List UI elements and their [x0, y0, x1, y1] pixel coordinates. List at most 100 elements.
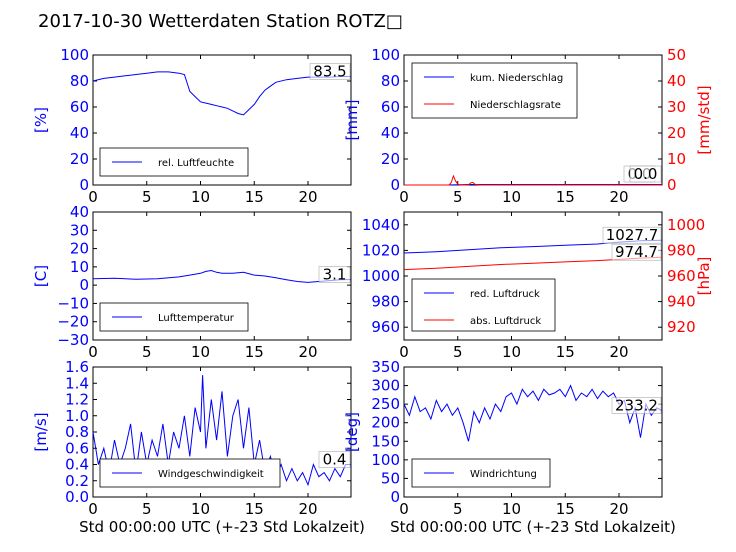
value-annotation: 233.2	[615, 396, 658, 414]
y-axis-label: [deg]	[343, 412, 361, 452]
y-tick-label: 1.6	[65, 358, 89, 376]
value-annotation-box	[611, 243, 662, 261]
series-line-lufttemperatur	[92, 269, 352, 283]
y-tick-label: 10	[70, 258, 89, 276]
x-tick-label: 20	[298, 500, 317, 518]
x-tick-label: 20	[609, 500, 628, 518]
x-tick-label: 15	[556, 188, 575, 206]
y-tick-label: 30	[70, 221, 89, 239]
value-annotation: 974.7	[615, 243, 658, 261]
chart-humidity: 0 5 10 15 20 0 20 40 60 80 100 [%] 83.5 rel. Luftfeuc…	[32, 46, 352, 206]
legend-label: kum. Niederschlag	[470, 73, 563, 84]
x-tick-label: 15	[556, 500, 575, 518]
y-axis-label: [m/s]	[32, 412, 50, 451]
y-tick-label: 980	[371, 293, 400, 311]
y-tick-label: 0.2	[65, 472, 89, 490]
x-tick-label: 15	[245, 500, 264, 518]
x-tick-label: 0	[399, 500, 409, 518]
x-tick-label: 15	[245, 188, 264, 206]
value-annotation: 3.1	[323, 265, 347, 283]
y-tick-label: 0	[390, 176, 400, 194]
y-tick-label: 1.4	[65, 374, 89, 392]
y-right-tick-label: 40	[667, 72, 686, 90]
y-tick-label: 60	[70, 98, 89, 116]
legend-box	[99, 458, 281, 488]
x-tick-label: 10	[191, 188, 210, 206]
legend-box	[411, 278, 556, 332]
y-right-tick-label: 1000	[667, 216, 705, 234]
x-tick-label: 0	[399, 343, 409, 361]
x-tick-label: 15	[556, 343, 575, 361]
x-axis-label: Std 00:00:00 UTC (+-23 Std Lokalzeit)	[390, 518, 676, 536]
y-tick-label: 350	[371, 358, 400, 376]
y-tick-label: 80	[381, 72, 400, 90]
y-tick-label: 100	[60, 46, 89, 64]
x-tick-label: 5	[142, 500, 152, 518]
x-tick-label: 20	[298, 188, 317, 206]
y-right-tick-label: 920	[667, 318, 696, 336]
value-annotation-box	[318, 451, 351, 468]
y-tick-label: −10	[57, 294, 89, 312]
x-tick-label: 0	[88, 343, 98, 361]
chart-precipitation: 0 5 10 15 20 0 20 40 60 80 100 0 10 20 30 40 50 [mm] [mm/s…	[343, 46, 713, 206]
y-right-tick-label: 30	[667, 98, 686, 116]
value-annotation-box	[318, 266, 351, 283]
series-line-niederschlagsrate	[404, 174, 662, 186]
y-tick-label: 0	[79, 176, 89, 194]
y-tick-label: 1.0	[65, 407, 89, 425]
y-tick-label: 20	[70, 150, 89, 168]
y-tick-label: 40	[381, 124, 400, 142]
legend-label: Windgeschwindigkeit	[158, 469, 264, 480]
chart-pressure: 0 5 10 15 20 960 980 1000 1020 1040 920 940 960 980 10…	[362, 211, 713, 361]
y-tick-label: −20	[57, 313, 89, 331]
y-tick-label: 1040	[362, 216, 400, 234]
x-tick-label: 5	[142, 188, 152, 206]
x-tick-label: 20	[298, 343, 317, 361]
value-annotation: 1027.7	[606, 226, 659, 244]
y-right-axis-label: [hPa]	[695, 257, 713, 296]
legend-label: abs. Luftdruck	[470, 316, 541, 327]
y-right-tick-label: 960	[667, 267, 696, 285]
figure-title: 2017-10-30 Wetterdaten Station ROTZ□	[38, 11, 403, 32]
y-tick-label: 0.4	[65, 456, 89, 474]
y-tick-label: 1020	[362, 241, 400, 259]
legend-label: rel. Luftfeuchte	[158, 158, 234, 169]
y-right-tick-label: 10	[667, 150, 686, 168]
x-tick-label: 20	[609, 188, 628, 206]
x-tick-label: 10	[502, 343, 521, 361]
y-tick-label: 50	[381, 469, 400, 487]
legend-box	[411, 62, 578, 119]
y-tick-label: 1000	[362, 267, 400, 285]
x-tick-label: 5	[142, 343, 152, 361]
y-tick-label: 0.8	[65, 423, 89, 441]
y-axis-label: [C]	[32, 265, 50, 287]
y-tick-label: 40	[70, 203, 89, 221]
legend-label: Lufttemperatur	[158, 313, 235, 324]
y-right-tick-label: 0	[667, 176, 677, 194]
x-tick-label: 20	[609, 343, 628, 361]
y-tick-label: 100	[371, 46, 400, 64]
y-tick-label: 1.2	[65, 391, 89, 409]
y-axis-label: [%]	[32, 107, 50, 133]
y-tick-label: 20	[70, 240, 89, 258]
y-tick-label: 60	[381, 98, 400, 116]
value-annotation-box	[602, 226, 662, 244]
y-axis-label: [mm]	[343, 100, 361, 141]
legend-label: Windrichtung	[470, 469, 537, 480]
x-tick-label: 0	[399, 188, 409, 206]
y-tick-label: 200	[371, 414, 400, 432]
y-tick-label: 960	[371, 318, 400, 336]
y-right-axis-label: [mm/std]	[695, 85, 713, 154]
legend-label: red. Luftdruck	[470, 289, 540, 300]
x-tick-label: 10	[502, 188, 521, 206]
x-tick-label: 10	[191, 500, 210, 518]
y-tick-label: 20	[381, 150, 400, 168]
x-tick-label: 5	[453, 343, 463, 361]
y-right-tick-label: 940	[667, 293, 696, 311]
y-tick-label: 300	[371, 377, 400, 395]
value-annotation: 83.5	[313, 62, 346, 80]
x-tick-label: 5	[453, 188, 463, 206]
legend-label: Niederschlagsrate	[470, 100, 561, 111]
